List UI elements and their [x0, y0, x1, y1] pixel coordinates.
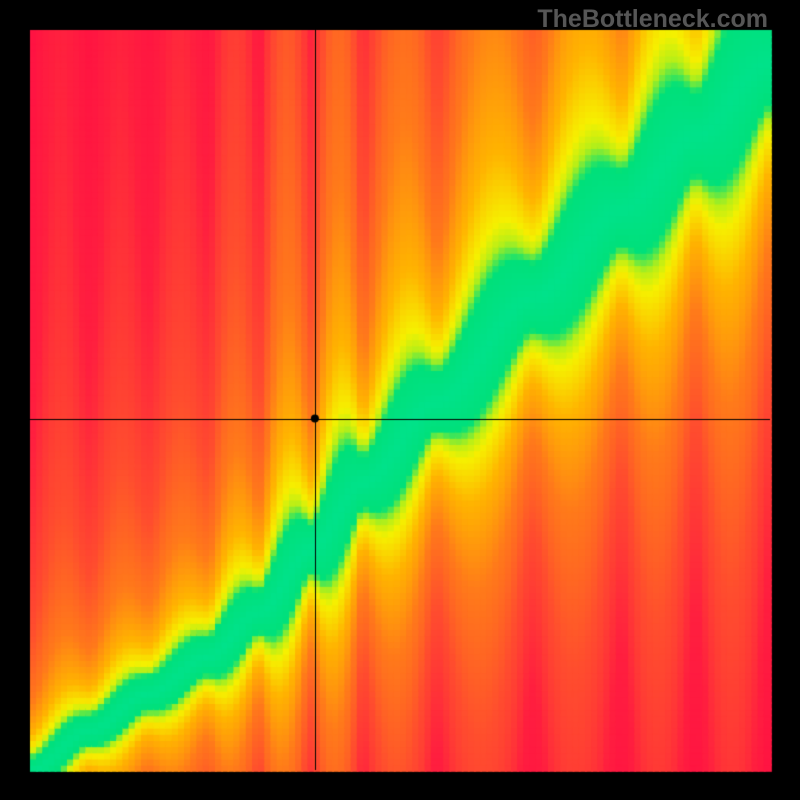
- watermark-text: TheBottleneck.com: [537, 5, 768, 34]
- bottleneck-heatmap: [0, 0, 800, 800]
- chart-container: TheBottleneck.com: [0, 0, 800, 800]
